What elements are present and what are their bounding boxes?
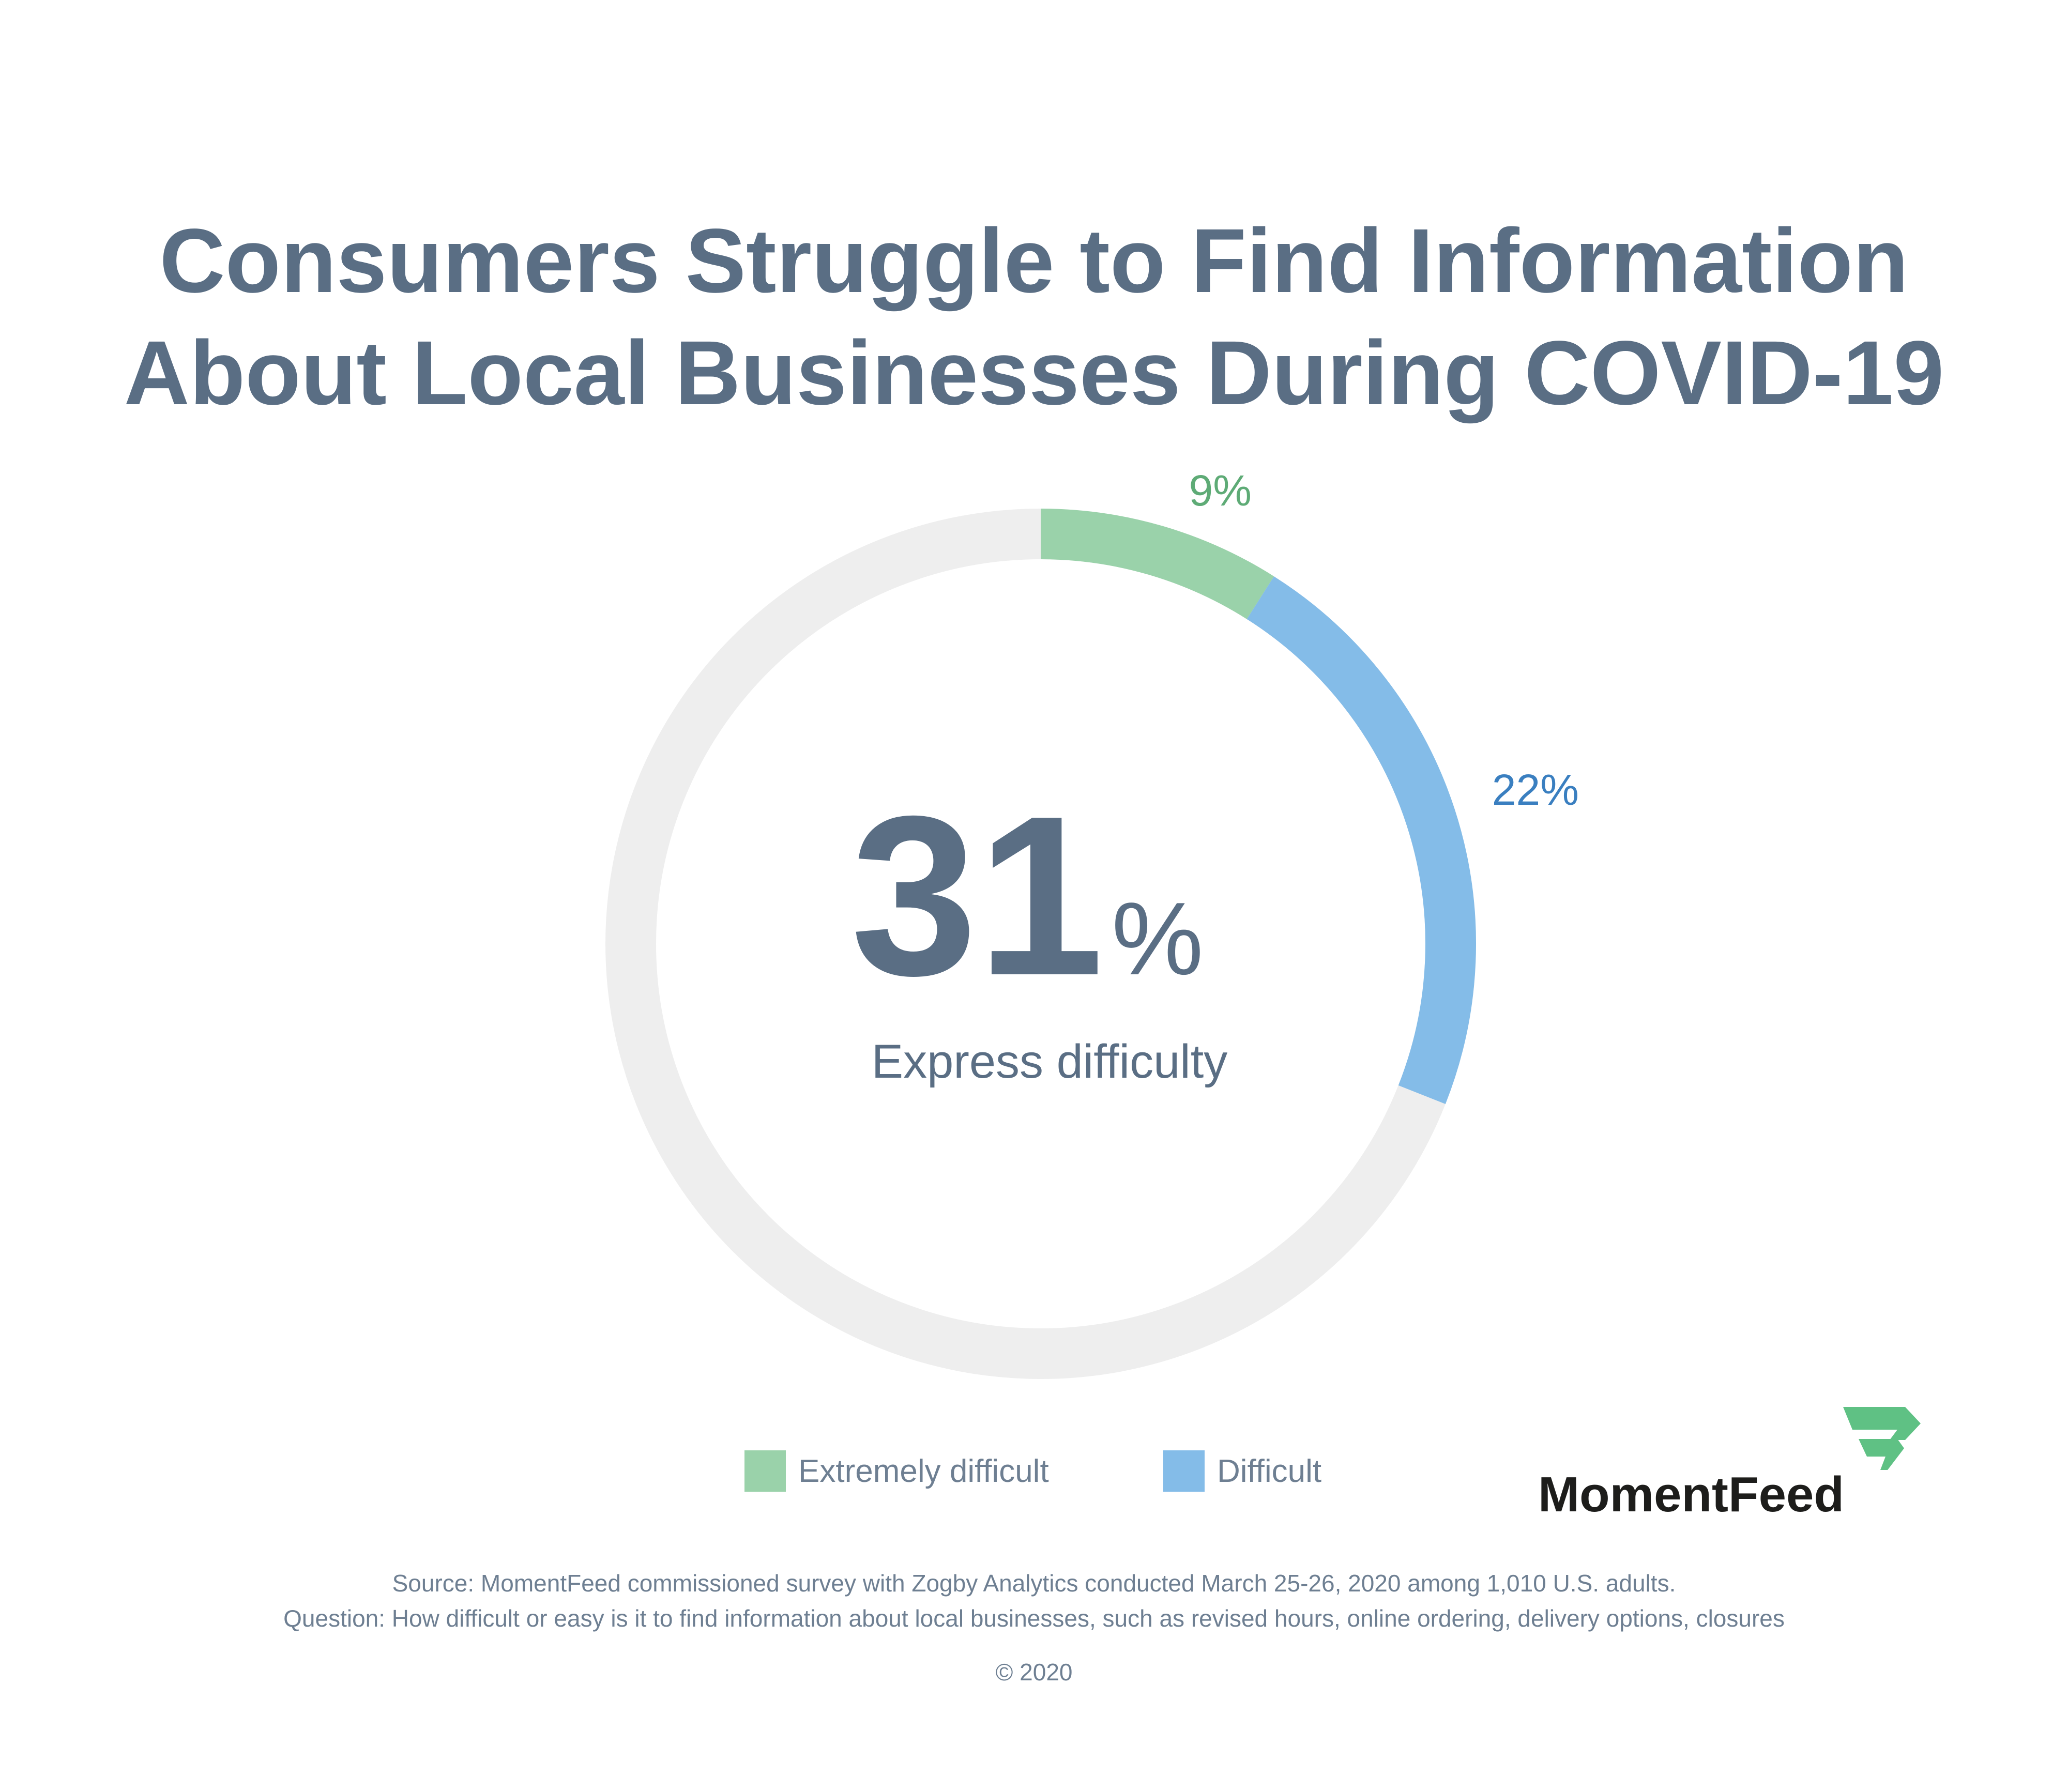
center-unit: % — [1112, 881, 1204, 997]
donut-segment-extremely-difficult — [1040, 509, 1274, 619]
donut-label-difficult: 22% — [1492, 765, 1579, 814]
legend-item-extremely-difficult: Extremely difficult — [744, 1450, 1049, 1492]
legend-label-extremely-difficult: Extremely difficult — [798, 1453, 1049, 1489]
chart-title-line-2: About Local Businesses During COVID-19 — [124, 323, 1944, 424]
center-caption: Express difficulty — [872, 1035, 1228, 1088]
momentfeed-logo: MomentFeed — [1538, 1407, 1931, 1526]
question-note: Question: How difficult or easy is it to… — [283, 1605, 1785, 1632]
legend-swatch-difficult — [1163, 1450, 1205, 1492]
chart-title-line-1: Consumers Struggle to Find Information — [159, 210, 1909, 312]
legend-item-difficult: Difficult — [1163, 1450, 1321, 1492]
donut-label-extremely-difficult: 9% — [1189, 466, 1251, 515]
momentfeed-logo-text: MomentFeed — [1538, 1467, 1845, 1522]
legend-label-difficult: Difficult — [1217, 1453, 1322, 1489]
donut-value-labels: 9% 22% — [1189, 466, 1578, 814]
copyright-note: © 2020 — [995, 1659, 1073, 1686]
center-value: 31 — [851, 769, 1104, 1023]
momentfeed-flag-icon — [1843, 1407, 1921, 1470]
donut-segments — [1040, 509, 1476, 1104]
source-note: Source: MomentFeed commissioned survey w… — [392, 1570, 1676, 1597]
legend-swatch-extremely-difficult — [744, 1450, 786, 1492]
donut-segment-difficult — [1246, 576, 1476, 1104]
